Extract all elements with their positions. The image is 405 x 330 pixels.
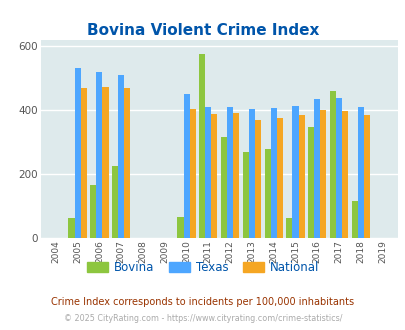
Bar: [205, 107, 211, 238]
Bar: [226, 107, 232, 238]
Bar: [286, 218, 292, 238]
Bar: [211, 114, 217, 238]
Bar: [276, 117, 282, 238]
Bar: [242, 152, 248, 238]
Bar: [90, 185, 96, 238]
Bar: [341, 111, 347, 238]
Legend: Bovina, Texas, National: Bovina, Texas, National: [82, 257, 323, 279]
Bar: [270, 108, 276, 238]
Bar: [189, 109, 195, 238]
Bar: [118, 75, 124, 238]
Bar: [329, 91, 335, 238]
Bar: [363, 115, 369, 238]
Text: Bovina Violent Crime Index: Bovina Violent Crime Index: [87, 23, 318, 38]
Bar: [177, 217, 183, 238]
Bar: [102, 87, 108, 238]
Bar: [96, 72, 102, 238]
Bar: [75, 68, 81, 238]
Bar: [112, 166, 118, 238]
Bar: [298, 115, 304, 238]
Bar: [307, 127, 313, 238]
Bar: [124, 88, 130, 238]
Bar: [292, 106, 298, 238]
Bar: [335, 98, 341, 238]
Bar: [320, 110, 326, 238]
Bar: [68, 218, 75, 238]
Bar: [220, 137, 226, 238]
Text: Crime Index corresponds to incidents per 100,000 inhabitants: Crime Index corresponds to incidents per…: [51, 297, 354, 307]
Bar: [264, 149, 270, 238]
Bar: [254, 120, 260, 238]
Bar: [357, 107, 363, 238]
Bar: [232, 113, 239, 238]
Bar: [81, 88, 87, 238]
Bar: [351, 201, 357, 238]
Text: © 2025 CityRating.com - https://www.cityrating.com/crime-statistics/: © 2025 CityRating.com - https://www.city…: [64, 314, 341, 323]
Bar: [313, 99, 320, 238]
Bar: [199, 54, 205, 238]
Bar: [183, 94, 189, 238]
Bar: [248, 109, 254, 238]
